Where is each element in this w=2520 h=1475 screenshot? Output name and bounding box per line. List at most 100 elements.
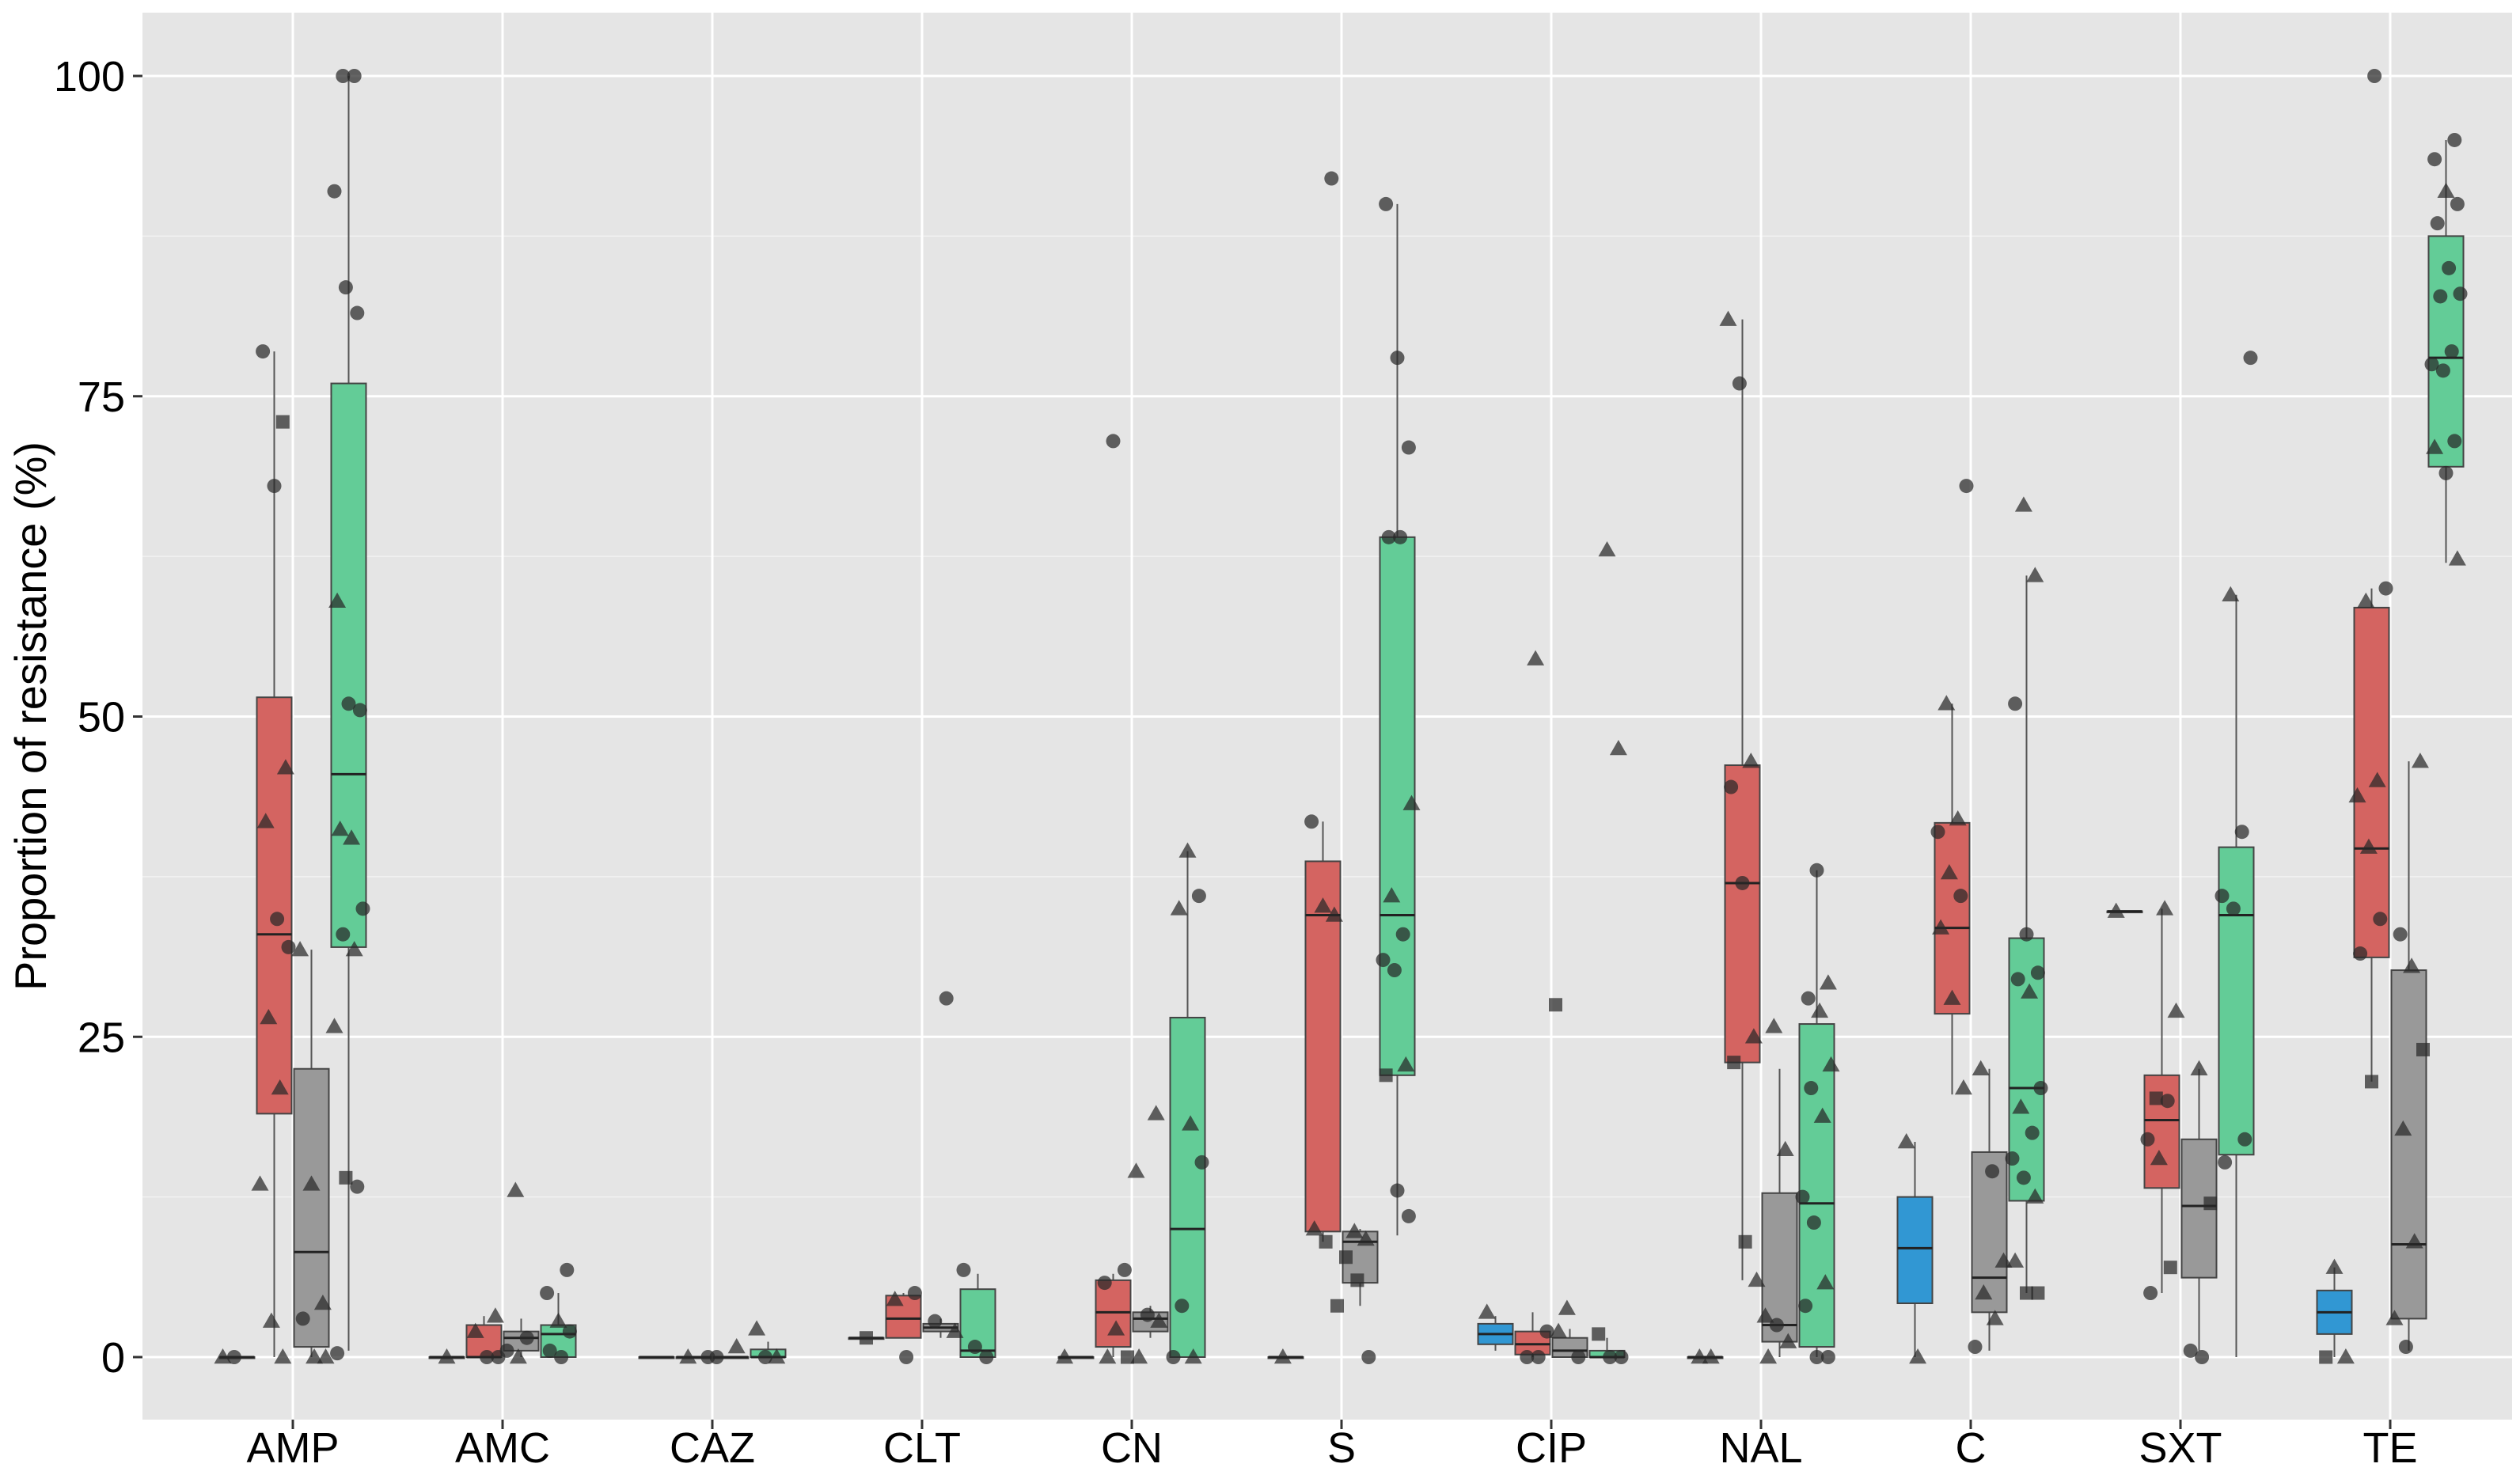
data-point-triangle <box>331 820 349 836</box>
data-point-circle <box>2140 1132 2155 1147</box>
data-point-circle <box>352 703 367 718</box>
data-point-circle <box>480 1350 495 1364</box>
data-point-triangle <box>1107 1320 1125 1336</box>
y-axis-title: Proportion of resistance (%) <box>6 442 55 991</box>
data-point-circle <box>2143 1286 2158 1301</box>
data-point-circle <box>2378 581 2393 596</box>
data-point-circle <box>2427 152 2442 167</box>
data-point-circle <box>2430 216 2445 231</box>
data-point-triangle <box>1719 310 1737 326</box>
data-point-triangle <box>1558 1299 1576 1315</box>
box <box>1971 1151 2008 1314</box>
data-point-circle <box>1387 963 1402 978</box>
data-point-triangle <box>1099 1348 1117 1364</box>
data-point-triangle <box>2357 592 2375 609</box>
box <box>1896 1196 1934 1305</box>
data-point-triangle <box>2222 586 2240 601</box>
data-point-triangle <box>276 759 294 775</box>
data-point-triangle <box>302 1175 321 1191</box>
y-tick-label: 0 <box>101 1334 125 1382</box>
data-point-circle <box>1614 1350 1629 1364</box>
data-point-circle <box>338 280 353 295</box>
data-point-square <box>1379 1068 1393 1083</box>
data-point-circle <box>1395 927 1410 942</box>
data-point-circle <box>499 1343 514 1358</box>
data-point-triangle <box>1909 1348 1927 1364</box>
data-point-triangle <box>2359 838 2378 854</box>
data-point-triangle <box>1813 1107 1831 1123</box>
data-point-circle <box>256 344 271 359</box>
data-point-triangle <box>2448 550 2466 566</box>
data-point-triangle <box>1986 1310 2004 1325</box>
data-point-triangle <box>2426 438 2444 454</box>
data-point-triangle <box>1345 1223 1364 1238</box>
data-point-square <box>2416 1042 2430 1056</box>
data-point-square <box>2149 1091 2163 1105</box>
data-point-circle <box>1097 1276 1112 1291</box>
data-point-circle <box>1401 1208 1416 1223</box>
data-point-circle <box>1194 1155 1209 1170</box>
x-tick-label: CIP <box>1516 1424 1587 1472</box>
data-point-triangle <box>2368 772 2386 787</box>
data-point-square <box>1350 1273 1364 1287</box>
x-tick-label: S <box>1327 1424 1356 1472</box>
data-point-triangle <box>1598 541 1616 557</box>
data-point-square <box>1121 1350 1134 1364</box>
data-point-circle <box>327 184 342 199</box>
data-point-circle <box>1166 1350 1181 1364</box>
x-tick-label: TE <box>2362 1424 2417 1472</box>
data-point-circle <box>2218 1155 2233 1170</box>
data-point-circle <box>554 1350 569 1364</box>
data-point-circle <box>2237 1132 2252 1147</box>
data-point-triangle <box>2437 182 2455 198</box>
data-point-circle <box>1361 1350 1376 1364</box>
data-point-triangle <box>1527 650 1545 665</box>
data-point-circle <box>2016 1170 2031 1185</box>
data-point-circle <box>2033 1081 2048 1096</box>
data-point-triangle <box>1478 1303 1496 1319</box>
data-point-circle <box>2010 972 2025 987</box>
data-point-triangle <box>306 1348 324 1364</box>
data-point-circle <box>939 991 954 1006</box>
data-point-circle <box>1809 1350 1824 1364</box>
data-point-circle <box>1953 889 1968 904</box>
data-point-circle <box>267 479 282 494</box>
data-point-triangle <box>2156 900 2174 916</box>
data-point-triangle <box>2021 983 2039 999</box>
data-point-triangle <box>1314 897 1332 913</box>
data-point-circle <box>757 1350 772 1364</box>
data-point-circle <box>350 1179 365 1194</box>
data-point-circle <box>2008 696 2023 711</box>
data-point-triangle <box>2348 787 2366 803</box>
data-point-triangle <box>886 1291 904 1306</box>
data-point-triangle <box>325 1018 343 1033</box>
data-point-triangle <box>1550 1322 1568 1338</box>
x-tick-label: CLT <box>883 1424 961 1472</box>
data-point-triangle <box>1184 1348 1202 1364</box>
data-point-triangle <box>274 1348 292 1364</box>
data-point-circle <box>542 1343 557 1358</box>
data-point-circle <box>1735 875 1750 890</box>
data-point-triangle <box>1819 974 1837 990</box>
data-point-circle <box>2442 260 2457 275</box>
data-point-circle <box>226 1350 241 1364</box>
data-point-triangle <box>1943 989 1961 1005</box>
data-points <box>214 69 2468 1364</box>
data-point-circle <box>281 939 296 954</box>
y-tick-label: 75 <box>78 373 125 421</box>
data-point-triangle <box>291 941 309 957</box>
data-point-triangle <box>328 592 347 609</box>
data-point-circle <box>295 1311 310 1326</box>
data-point-circle <box>1795 1189 1810 1204</box>
data-point-circle <box>2438 465 2454 480</box>
data-point-circle <box>2226 901 2241 916</box>
data-point-triangle <box>679 1348 697 1364</box>
data-point-triangle <box>1357 1230 1375 1246</box>
data-point-triangle <box>317 1348 335 1364</box>
x-tick-label: CN <box>1101 1424 1163 1472</box>
data-point-circle <box>2005 1151 2020 1166</box>
box <box>1934 821 1971 1015</box>
data-point-triangle <box>1822 1056 1840 1072</box>
data-point-triangle <box>748 1320 766 1336</box>
data-point-triangle <box>2014 496 2032 512</box>
